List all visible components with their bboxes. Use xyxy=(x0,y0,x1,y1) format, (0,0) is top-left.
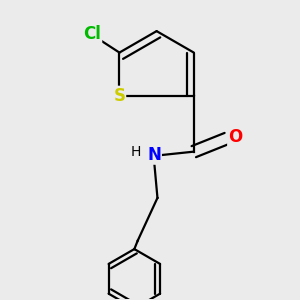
Text: O: O xyxy=(228,128,242,146)
Text: Cl: Cl xyxy=(83,26,101,44)
Text: S: S xyxy=(113,86,125,104)
Text: H: H xyxy=(131,145,141,159)
Text: N: N xyxy=(147,146,161,164)
